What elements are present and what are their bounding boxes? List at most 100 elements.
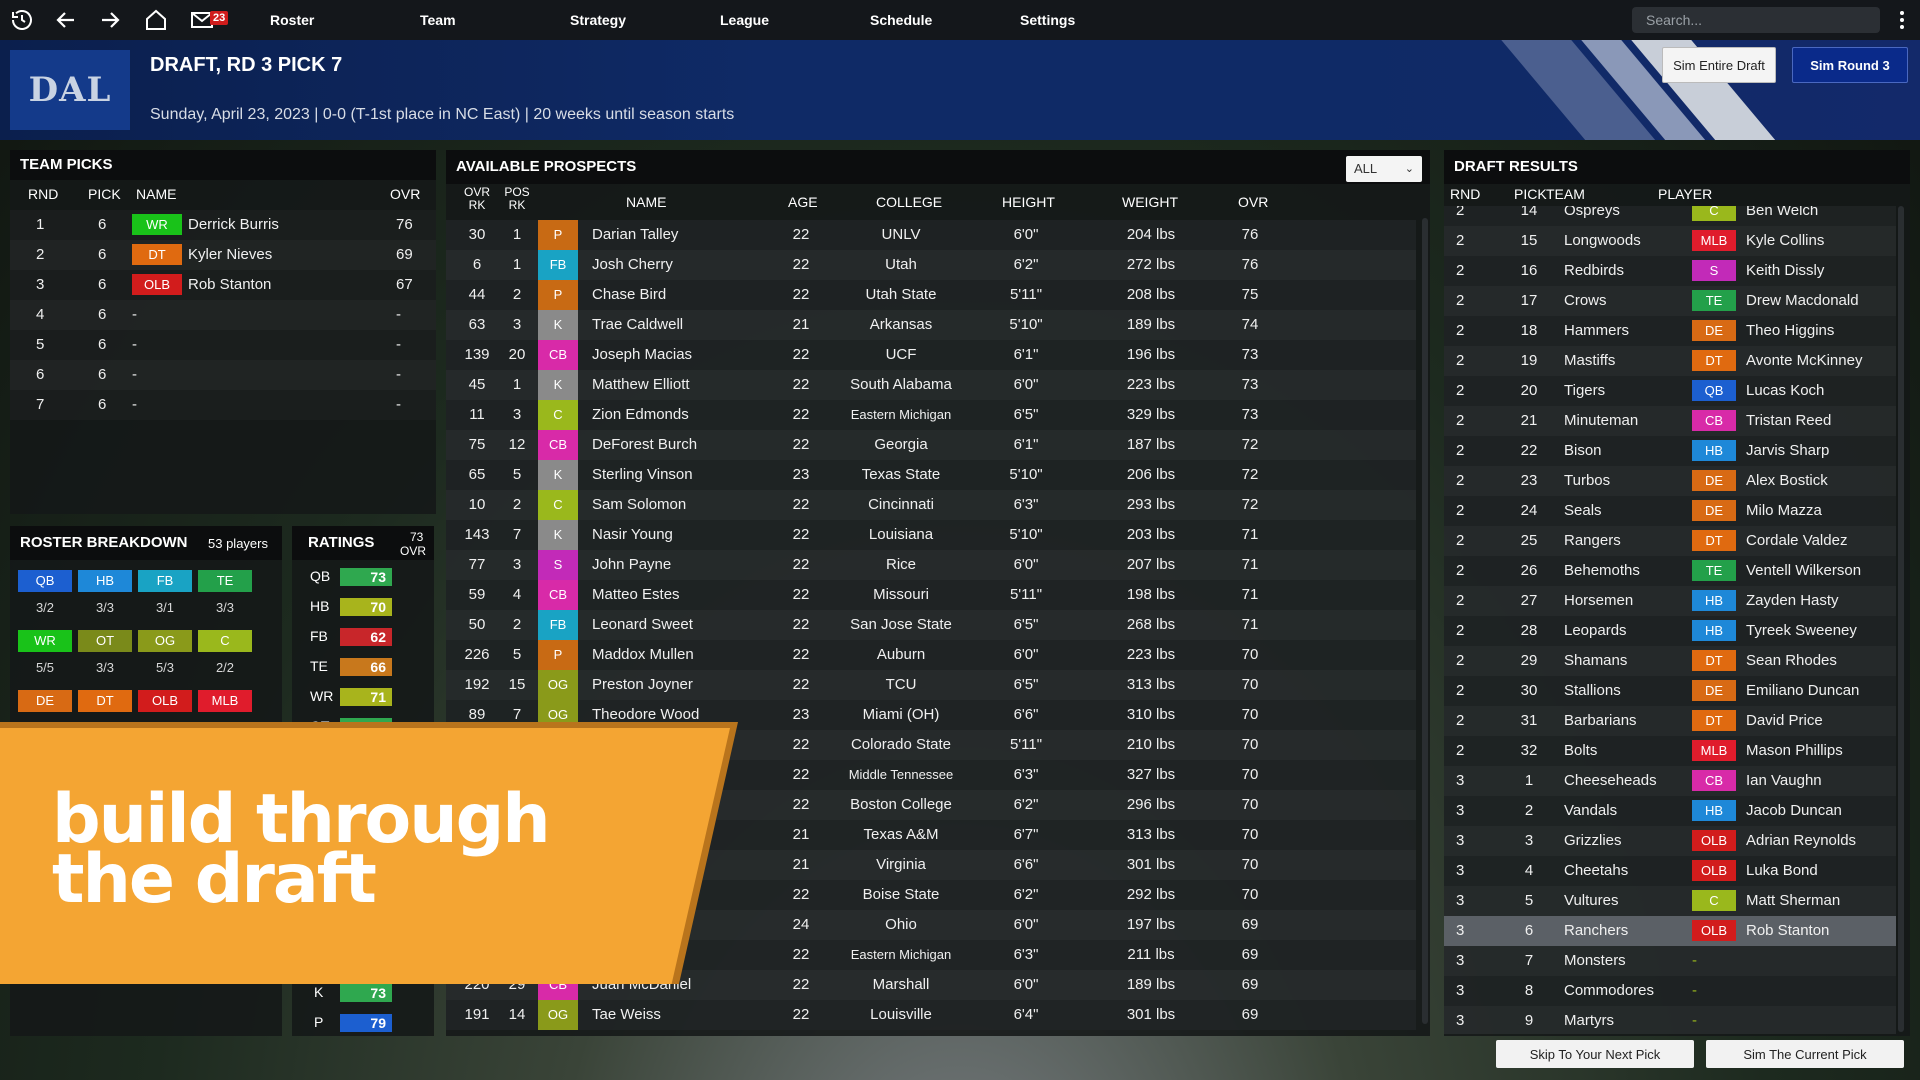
team-name[interactable]: Ospreys xyxy=(1564,206,1620,219)
player-name[interactable]: Zion Edmonds xyxy=(592,406,689,423)
table-row[interactable]: 4 6 - - xyxy=(10,300,436,330)
team-name[interactable]: Longwoods xyxy=(1564,232,1641,249)
table-row[interactable]: 3 4 Cheetahs OLB Luka Bond xyxy=(1444,856,1896,886)
team-name[interactable]: Vandals xyxy=(1564,802,1618,819)
player-name[interactable]: Theo Higgins xyxy=(1746,322,1835,339)
roster-position-badge[interactable]: MLB xyxy=(198,690,252,712)
table-row[interactable]: 2 27 Horsemen HB Zayden Hasty xyxy=(1444,586,1896,616)
more-menu-icon[interactable] xyxy=(1892,10,1912,30)
roster-position-badge[interactable]: WR xyxy=(18,630,72,652)
table-row[interactable]: 2 25 Rangers DT Cordale Valdez xyxy=(1444,526,1896,556)
roster-position-badge[interactable]: C xyxy=(198,630,252,652)
player-name[interactable]: Luka Bond xyxy=(1746,862,1818,879)
player-name[interactable]: Sean Rhodes xyxy=(1746,652,1837,669)
table-row[interactable]: 3 1 Cheeseheads CB Ian Vaughn xyxy=(1444,766,1896,796)
table-row[interactable]: 2 6 DT Kyler Nieves 69 xyxy=(10,240,436,270)
player-name[interactable]: Ventell Wilkerson xyxy=(1746,562,1862,579)
table-row[interactable]: 2 31 Barbarians DT David Price xyxy=(1444,706,1896,736)
player-name[interactable]: Rob Stanton xyxy=(188,276,272,293)
table-row[interactable]: 2 18 Hammers DE Theo Higgins xyxy=(1444,316,1896,346)
table-row[interactable]: 3 7 Monsters - xyxy=(1444,946,1896,976)
team-name[interactable]: Bolts xyxy=(1564,742,1598,759)
nav-schedule[interactable]: Schedule xyxy=(870,12,933,28)
team-name[interactable]: Mastiffs xyxy=(1564,352,1616,369)
player-name[interactable]: Lucas Koch xyxy=(1746,382,1825,399)
col-weight[interactable]: WEIGHT xyxy=(1122,194,1178,210)
table-row[interactable]: 50 2 FB Leonard Sweet 22 San Jose State 6'5" 26… xyxy=(446,610,1416,640)
team-name[interactable]: Martyrs xyxy=(1564,1012,1614,1029)
table-row[interactable]: 7 6 - - xyxy=(10,390,436,420)
team-name[interactable]: Turbos xyxy=(1564,472,1611,489)
roster-position-badge[interactable]: OLB xyxy=(138,690,192,712)
roster-position-badge[interactable]: OG xyxy=(138,630,192,652)
col-ovr-rk[interactable]: OVR RK xyxy=(463,185,490,212)
player-name[interactable]: Kyler Nieves xyxy=(188,246,273,263)
player-name[interactable]: Milo Mazza xyxy=(1746,502,1822,519)
nav-settings[interactable]: Settings xyxy=(1020,12,1076,28)
table-row[interactable]: 2 32 Bolts MLB Mason Phillips xyxy=(1444,736,1896,766)
col-age[interactable]: AGE xyxy=(788,194,818,210)
table-row[interactable]: 44 2 P Chase Bird 22 Utah State 5'11" 208 lbs 75 xyxy=(446,280,1416,310)
roster-position-badge[interactable]: TE xyxy=(198,570,252,592)
table-row[interactable]: 1 6 WR Derrick Burris 76 xyxy=(10,210,436,240)
player-name[interactable]: Leonard Sweet xyxy=(592,616,693,633)
player-name[interactable]: Maddox Mullen xyxy=(592,646,694,663)
player-name[interactable]: Matteo Estes xyxy=(592,586,680,603)
table-row[interactable]: 139 20 CB Joseph Macias 22 UCF 6'1" 196 lbs 73 xyxy=(446,340,1416,370)
table-row[interactable]: 75 12 CB DeForest Burch 22 Georgia 6'1" 187 lbs… xyxy=(446,430,1416,460)
player-name[interactable]: Theodore Wood xyxy=(592,706,700,723)
table-row[interactable]: 2 30 Stallions DE Emiliano Duncan xyxy=(1444,676,1896,706)
col-name[interactable]: NAME xyxy=(626,194,667,210)
search-input[interactable]: Search... xyxy=(1632,7,1880,33)
table-row[interactable]: 191 14 OG Tae Weiss 22 Louisville 6'4" 301 lbs 6… xyxy=(446,1000,1416,1030)
table-row[interactable]: 10 2 C Sam Solomon 22 Cincinnati 6'3" 293 lbs 72 xyxy=(446,490,1416,520)
roster-position-badge[interactable]: DE xyxy=(18,690,72,712)
player-name[interactable]: Joseph Macias xyxy=(592,346,693,363)
table-row[interactable]: 3 9 Martyrs - xyxy=(1444,1006,1896,1034)
table-row[interactable]: 30 1 P Darian Talley 22 UNLV 6'0" 204 lbs 76 xyxy=(446,220,1416,250)
forward-arrow-icon[interactable] xyxy=(88,0,132,40)
roster-position-badge[interactable]: FB xyxy=(138,570,192,592)
player-name[interactable]: Tae Weiss xyxy=(592,1006,661,1023)
player-name[interactable]: Josh Cherry xyxy=(592,256,673,273)
team-name[interactable]: Behemoths xyxy=(1564,562,1640,579)
team-name[interactable]: Redbirds xyxy=(1564,262,1625,279)
player-name[interactable]: - xyxy=(132,396,137,413)
team-name[interactable]: Monsters xyxy=(1564,952,1626,969)
player-name[interactable]: Tyreek Sweeney xyxy=(1746,622,1857,639)
col-height[interactable]: HEIGHT xyxy=(1002,194,1055,210)
table-row[interactable]: 77 3 S John Payne 22 Rice 6'0" 207 lbs 71 xyxy=(446,550,1416,580)
table-row[interactable]: 2 23 Turbos DE Alex Bostick xyxy=(1444,466,1896,496)
nav-league[interactable]: League xyxy=(720,12,770,28)
table-row[interactable]: 2 16 Redbirds S Keith Dissly xyxy=(1444,256,1896,286)
table-row[interactable]: 226 5 P Maddox Mullen 22 Auburn 6'0" 223 lbs 70 xyxy=(446,640,1416,670)
team-name[interactable]: Horsemen xyxy=(1564,592,1634,609)
player-name[interactable]: Sterling Vinson xyxy=(592,466,693,483)
player-name[interactable]: Jacob Duncan xyxy=(1746,802,1842,819)
table-row[interactable]: 2 26 Behemoths TE Ventell Wilkerson xyxy=(1444,556,1896,586)
table-row[interactable]: 11 3 C Zion Edmonds 22 Eastern Michigan 6'5" 32… xyxy=(446,400,1416,430)
back-arrow-icon[interactable] xyxy=(44,0,88,40)
player-name[interactable]: Trae Caldwell xyxy=(592,316,684,333)
player-name[interactable]: Drew Macdonald xyxy=(1746,292,1859,309)
player-name[interactable]: Avonte McKinney xyxy=(1746,352,1863,369)
col-college[interactable]: COLLEGE xyxy=(876,194,943,210)
table-row[interactable]: 6 1 FB Josh Cherry 22 Utah 6'2" 272 lbs 76 xyxy=(446,250,1416,280)
player-name[interactable]: Kyle Collins xyxy=(1746,232,1825,249)
player-name[interactable]: Matt Sherman xyxy=(1746,892,1841,909)
table-row[interactable]: 2 22 Bison HB Jarvis Sharp xyxy=(1444,436,1896,466)
player-name[interactable]: Preston Joyner xyxy=(592,676,693,693)
team-name[interactable]: Leopards xyxy=(1564,622,1627,639)
table-row[interactable]: 2 29 Shamans DT Sean Rhodes xyxy=(1444,646,1896,676)
player-name[interactable]: DeForest Burch xyxy=(592,436,698,453)
sim-round-button[interactable]: Sim Round 3 xyxy=(1792,47,1908,83)
player-name[interactable]: Jarvis Sharp xyxy=(1746,442,1830,459)
team-name[interactable]: Commodores xyxy=(1564,982,1655,999)
player-name[interactable]: John Payne xyxy=(592,556,672,573)
nav-strategy[interactable]: Strategy xyxy=(570,12,627,28)
team-name[interactable]: Tigers xyxy=(1564,382,1606,399)
nav-team[interactable]: Team xyxy=(420,12,456,28)
player-name[interactable]: - xyxy=(132,306,137,323)
position-filter-select[interactable]: ALL ⌄ xyxy=(1346,156,1422,182)
table-row[interactable]: 63 3 K Trae Caldwell 21 Arkansas 5'10" 189 lbs 7… xyxy=(446,310,1416,340)
